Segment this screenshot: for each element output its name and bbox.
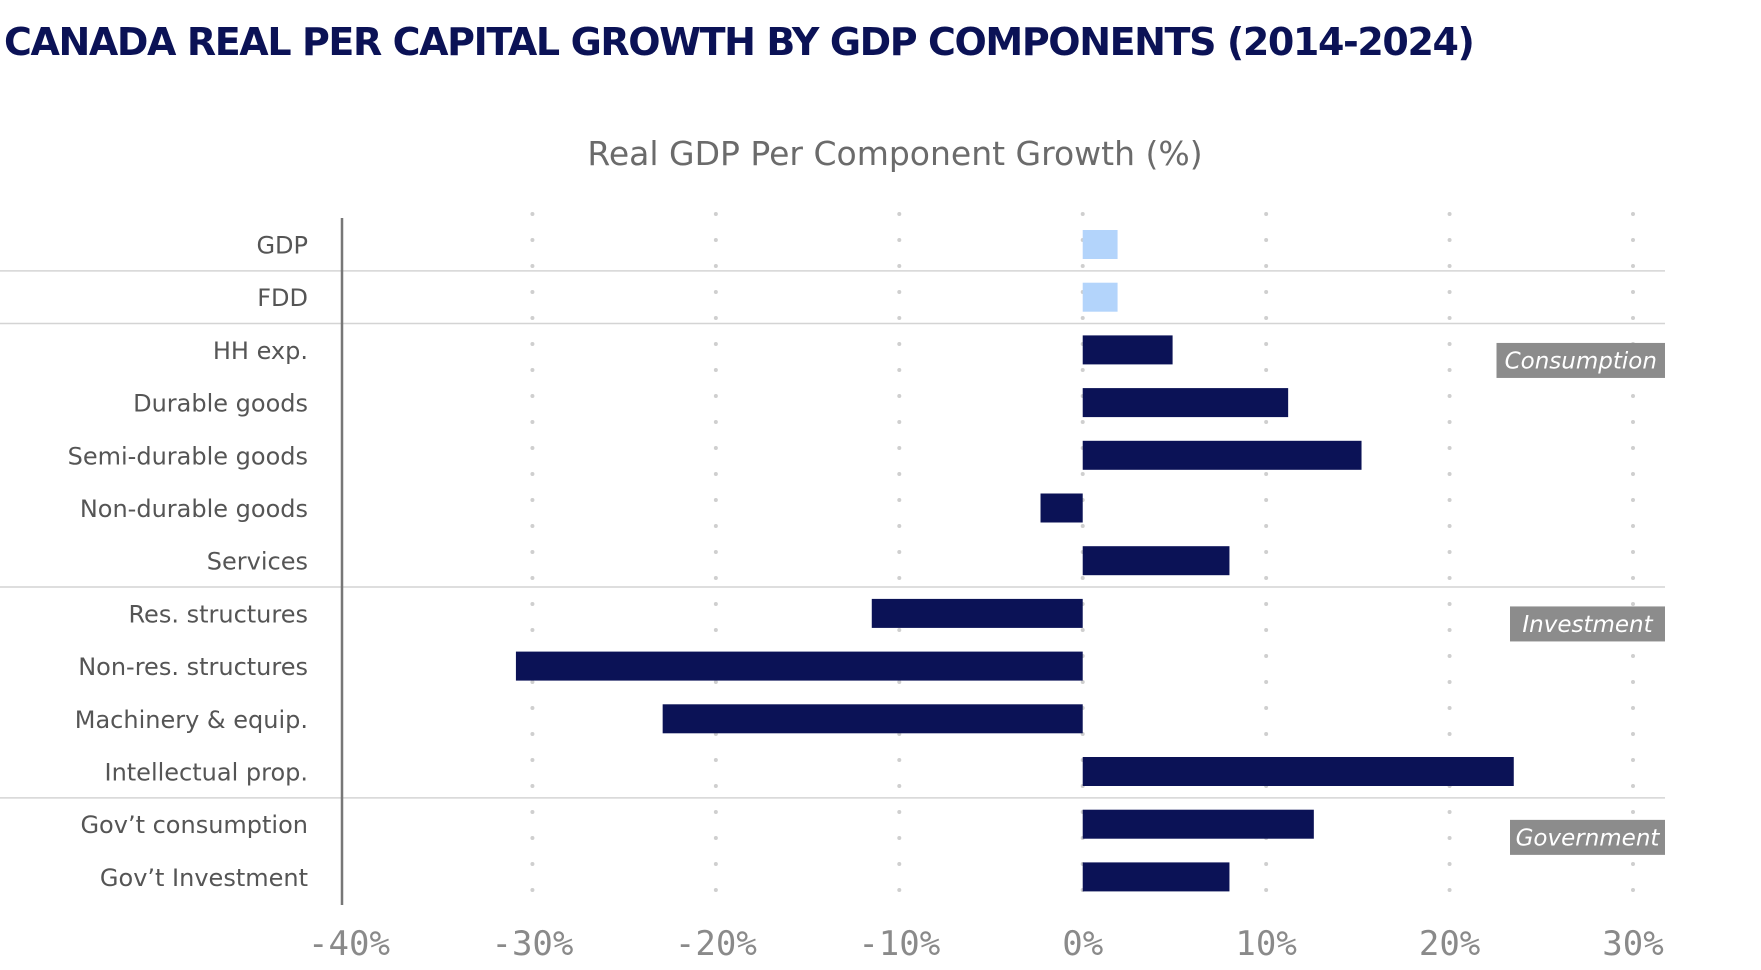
group-label-text: Consumption [1505, 348, 1657, 374]
category-label: Machinery & equip. [75, 706, 308, 734]
category-label: Durable goods [133, 390, 308, 418]
category-label: Non-res. structures [78, 653, 308, 681]
bar-Non-durable goods [1040, 493, 1083, 523]
bar-Durable goods [1082, 388, 1289, 418]
bar-Res. structures [871, 598, 1083, 628]
x-tick-label: -30% [491, 924, 573, 964]
x-tick-labels: -40% -30% -20% -10% 0% 10% 20% 30% [308, 924, 1664, 964]
bar-Semi-durable goods [1082, 440, 1362, 470]
category-label: Res. structures [128, 600, 308, 628]
category-label: Gov’t consumption [80, 811, 308, 839]
category-label: FDD [257, 284, 308, 312]
x-tick-label: 10% [1235, 924, 1296, 964]
group-label-government: Government [1510, 819, 1665, 855]
bar-FDD [1082, 282, 1118, 312]
category-label: Gov’t Investment [100, 864, 308, 892]
group-labels: Consumption Investment Government [1496, 342, 1665, 855]
group-label-box [1510, 606, 1665, 642]
bar-Intellectual prop. [1082, 757, 1514, 786]
chart-subtitle: Real GDP Per Component Growth (%) [587, 134, 1202, 173]
bars [515, 230, 1514, 892]
bar-Gov’t Investment [1082, 862, 1230, 892]
page-title: CANADA REAL PER CAPITAL GROWTH BY GDP CO… [4, 20, 1475, 64]
x-tick-label: 20% [1419, 924, 1480, 964]
bar-Services [1082, 546, 1230, 576]
group-label-text: Government [1516, 825, 1661, 851]
group-label-consumption: Consumption [1496, 342, 1665, 378]
category-labels: GDP FDD HH exp. Durable goods Semi-durable g… [68, 232, 308, 892]
x-tick-label: -20% [675, 924, 757, 964]
category-label: Semi-durable goods [68, 442, 308, 470]
group-label-box [1510, 819, 1665, 855]
bar-Non-res. structures [515, 651, 1083, 681]
category-label: GDP [256, 232, 308, 260]
bar-Machinery & equip. [662, 704, 1083, 734]
bar-Gov’t consumption [1082, 809, 1314, 839]
group-label-box [1496, 342, 1665, 378]
x-tick-label: -40% [308, 924, 390, 964]
bar-HH exp. [1082, 335, 1173, 365]
group-label-text: Investment [1522, 612, 1653, 638]
x-tick-label: 30% [1602, 924, 1663, 964]
category-label: Intellectual prop. [104, 759, 308, 787]
group-label-investment: Investment [1510, 606, 1665, 642]
bar-GDP [1082, 230, 1118, 259]
group-separators [0, 270, 1665, 799]
category-label: Services [207, 548, 308, 576]
category-label: Non-durable goods [80, 495, 308, 523]
x-tick-label: -10% [858, 924, 940, 964]
category-label: HH exp. [213, 337, 308, 365]
x-tick-label: 0% [1062, 924, 1103, 964]
